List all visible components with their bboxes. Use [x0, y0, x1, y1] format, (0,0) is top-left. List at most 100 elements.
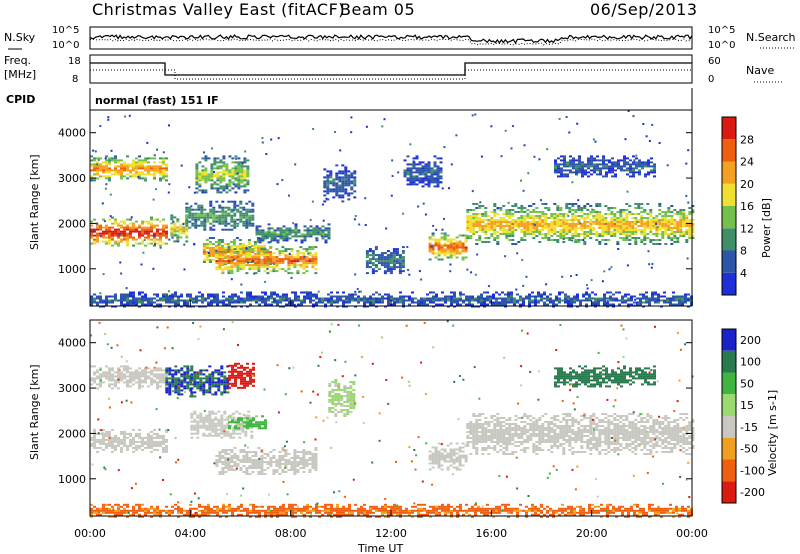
heatmap-cell — [144, 167, 147, 170]
scatter-cell — [520, 179, 522, 182]
heatmap-cell — [120, 430, 123, 433]
scatter-cell — [364, 224, 367, 226]
heatmap-cell — [117, 438, 120, 441]
heatmap-cell — [173, 240, 177, 243]
heatmap-cell — [477, 295, 480, 298]
heatmap-cell — [147, 440, 150, 443]
heatmap-cell — [216, 157, 220, 160]
heatmap-cell — [209, 208, 213, 211]
heatmap-cell — [90, 442, 93, 445]
heatmap-cell — [531, 299, 534, 302]
heatmap-cell — [440, 244, 444, 247]
heatmap-cell — [126, 381, 129, 384]
heatmap-cell — [622, 223, 626, 225]
heatmap-cell — [353, 176, 357, 179]
heatmap-cell — [469, 219, 473, 221]
heatmap-cell — [174, 381, 178, 384]
scatter-cell — [130, 216, 133, 219]
heatmap-cell — [278, 262, 282, 265]
heatmap-cell — [529, 211, 533, 213]
heatmap-cell — [502, 231, 506, 233]
heatmap-cell — [601, 215, 605, 217]
heatmap-cell — [219, 177, 223, 180]
heatmap-cell — [578, 161, 581, 164]
heatmap-cell — [147, 303, 150, 306]
heatmap-cell — [642, 301, 645, 304]
heatmap-cell — [162, 157, 165, 160]
heatmap-cell — [230, 266, 234, 269]
heatmap-cell — [616, 243, 620, 245]
heatmap-cell — [165, 428, 168, 431]
heatmap-cell — [523, 217, 527, 219]
heatmap-cell — [398, 258, 402, 261]
heatmap-cell — [276, 301, 279, 304]
heatmap-cell — [628, 225, 632, 227]
heatmap-cell — [380, 254, 384, 257]
heatmap-cell — [217, 253, 221, 255]
heatmap-cell — [511, 221, 515, 223]
heatmap-cell — [330, 297, 333, 300]
heatmap-cell — [625, 225, 629, 227]
heatmap-cell — [644, 165, 647, 168]
heatmap-cell — [384, 297, 387, 300]
heatmap-cell — [669, 297, 672, 300]
heatmap-cell — [123, 293, 126, 296]
heatmap-cell — [165, 230, 168, 233]
heatmap-cell — [156, 442, 159, 445]
heatmap-cell — [423, 303, 426, 306]
heatmap-cell — [255, 233, 259, 236]
heatmap-cell — [245, 222, 249, 225]
heatmap-cell — [314, 252, 318, 255]
heatmap-cell — [224, 262, 228, 265]
heatmap-cell — [619, 217, 623, 219]
heatmap-cell — [386, 262, 390, 265]
heatmap-cell — [219, 165, 223, 168]
heatmap-cell — [691, 231, 695, 233]
heatmap-cell — [99, 373, 102, 376]
heatmap-cell — [132, 238, 135, 241]
heatmap-cell — [171, 293, 174, 296]
heatmap-cell — [147, 165, 150, 168]
heatmap-cell — [263, 260, 267, 263]
heatmap-cell — [233, 220, 237, 223]
heatmap-cell — [264, 301, 267, 304]
heatmap-cell — [217, 387, 221, 390]
heatmap-cell — [637, 229, 641, 231]
heatmap-cell — [329, 170, 333, 173]
heatmap-cell — [685, 219, 689, 221]
heatmap-cell — [302, 262, 306, 265]
heatmap-cell — [324, 233, 328, 236]
heatmap-cell — [347, 178, 351, 181]
heatmap-cell — [560, 169, 563, 172]
heatmap-cell — [162, 448, 165, 451]
heatmap-cell — [270, 233, 274, 236]
heatmap-cell — [202, 253, 206, 255]
heatmap-cell — [634, 239, 638, 241]
heatmap-cell — [411, 299, 414, 302]
heatmap-cell — [216, 191, 220, 194]
heatmap-cell — [192, 299, 195, 302]
heatmap-cell — [123, 434, 126, 437]
heatmap-cell — [431, 252, 435, 255]
heatmap-cell — [242, 222, 246, 225]
heatmap-cell — [264, 231, 268, 234]
heatmap-cell — [523, 211, 527, 213]
heatmap-cell — [572, 167, 575, 170]
heatmap-cell — [208, 253, 212, 255]
heatmap-cell — [433, 179, 437, 182]
heatmap-cell — [688, 221, 692, 223]
scatter-cell — [538, 158, 541, 161]
heatmap-cell — [546, 299, 549, 302]
noise-tick-low-left: 10^0 — [52, 40, 79, 51]
heatmap-cell — [605, 159, 608, 162]
heatmap-cell — [504, 303, 507, 306]
heatmap-cell — [288, 229, 292, 232]
heatmap-cell — [424, 167, 428, 170]
heatmap-cell — [640, 219, 644, 221]
heatmap-cell — [580, 239, 584, 241]
heatmap-cell — [162, 446, 165, 449]
heatmap-cell — [209, 228, 213, 231]
heatmap-cell — [557, 169, 560, 172]
heatmap-cell — [201, 175, 205, 178]
heatmap-cell — [436, 157, 440, 160]
